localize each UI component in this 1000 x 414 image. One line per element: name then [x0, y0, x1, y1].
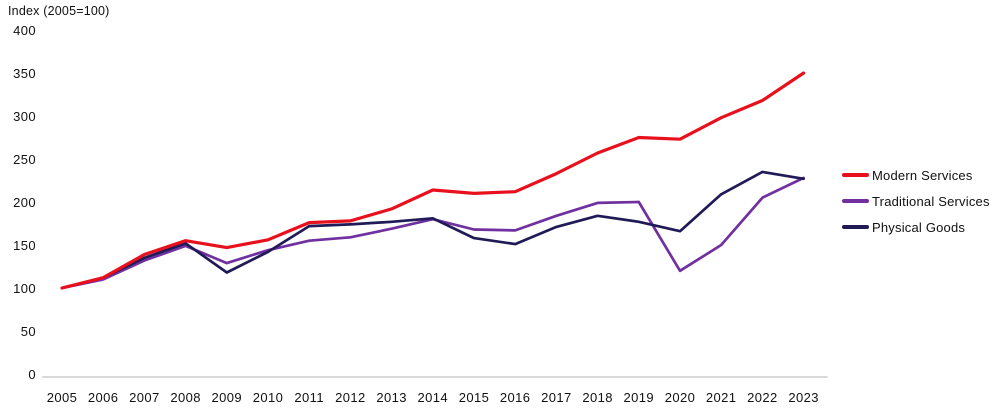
x-tick-label: 2022 — [747, 390, 778, 405]
y-tick-label: 400 — [13, 22, 36, 38]
legend-swatch-icon — [842, 173, 869, 177]
x-tick-label: 2021 — [705, 390, 737, 405]
legend-swatch-icon — [842, 199, 869, 203]
legend-swatch-icon — [842, 225, 869, 229]
x-tick-label: 2009 — [211, 390, 243, 405]
y-tick-label: 150 — [13, 237, 36, 253]
x-tick-label: 2015 — [458, 390, 490, 405]
y-axis-title: Index (2005=100) — [8, 4, 110, 18]
series-line-modern-services — [60, 71, 806, 290]
x-tick-label: 2014 — [417, 390, 449, 405]
x-tick-label: 2017 — [541, 390, 572, 405]
y-tick-label: 350 — [13, 65, 36, 81]
y-tick-label: 300 — [13, 108, 36, 124]
y-tick-label: 100 — [13, 280, 36, 296]
x-tick-label: 2010 — [252, 390, 284, 405]
chart-legend: Modern Services Traditional Services Physi… — [842, 167, 990, 235]
x-tick-label: 2016 — [499, 390, 531, 405]
x-tick-label: 2020 — [664, 390, 696, 405]
legend-item: Modern Services — [842, 167, 990, 183]
y-tick-label: 250 — [13, 151, 36, 167]
x-tick-label: 2007 — [129, 390, 160, 405]
x-tick-label: 2012 — [335, 390, 366, 405]
x-tick-label: 2018 — [582, 390, 613, 405]
x-tick-label: 2013 — [376, 390, 407, 405]
legend-label: Modern Services — [872, 167, 973, 183]
series-line-physical-goods — [60, 170, 805, 290]
x-tick-label: 2023 — [788, 390, 819, 405]
x-tick-label: 2019 — [623, 390, 655, 405]
x-tick-label: 2005 — [46, 390, 78, 405]
y-tick-label: 50 — [20, 323, 36, 339]
x-axis-line — [42, 375, 828, 378]
legend-item: Physical Goods — [842, 219, 990, 235]
y-tick-label: 200 — [13, 194, 36, 210]
y-tick-label: 0 — [28, 366, 36, 382]
legend-label: Physical Goods — [872, 219, 966, 235]
x-tick-label: 2008 — [170, 390, 201, 405]
legend-label: Traditional Services — [872, 193, 990, 209]
series-line-traditional-services — [60, 176, 805, 290]
legend-item: Traditional Services — [842, 193, 990, 209]
x-tick-label: 2011 — [294, 390, 324, 405]
x-tick-label: 2006 — [87, 390, 119, 405]
